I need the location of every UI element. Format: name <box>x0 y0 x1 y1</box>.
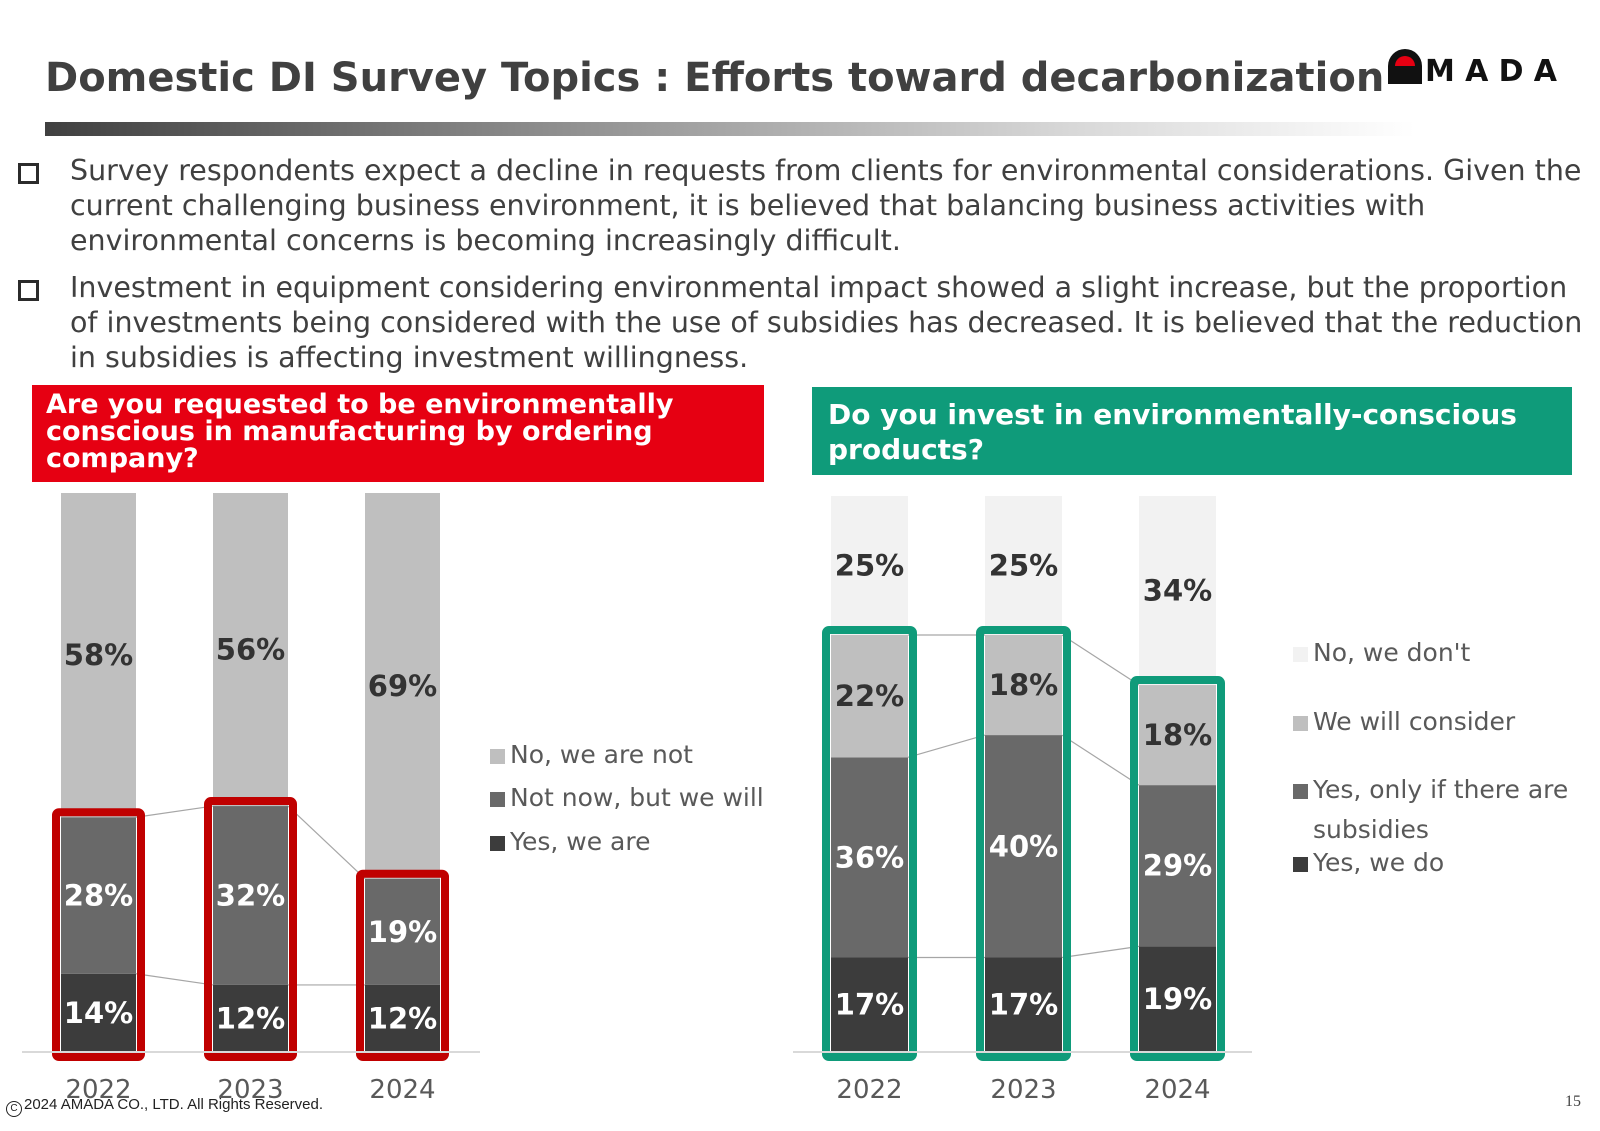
data-label: 18% <box>989 668 1058 702</box>
page-number: 15 <box>1565 1093 1581 1110</box>
bar-segment <box>985 496 1062 635</box>
bar-segment <box>1139 946 1216 1052</box>
data-label: 36% <box>835 840 904 874</box>
series-connector-line <box>135 973 214 986</box>
series-connector-line <box>287 805 366 880</box>
legend-swatch <box>1293 647 1308 662</box>
highlight-box <box>52 808 145 1061</box>
legend-swatch <box>1293 784 1308 799</box>
bar-segment <box>1139 785 1216 947</box>
data-label: 28% <box>64 878 133 912</box>
highlight-box <box>1130 676 1225 1061</box>
bullet-square-icon <box>18 280 39 301</box>
bar-segment <box>61 973 136 1052</box>
highlight-box <box>356 869 449 1062</box>
legend-label: Not now, but we will <box>510 783 764 812</box>
data-label: 32% <box>216 878 285 912</box>
data-label: 69% <box>368 669 437 703</box>
legend-label: Yes, we are <box>509 827 650 856</box>
bar-segment <box>213 493 288 807</box>
data-label: 12% <box>368 1001 437 1035</box>
bar-segment <box>985 635 1062 736</box>
legend-swatch <box>1293 857 1308 872</box>
data-label: 18% <box>1143 718 1212 752</box>
data-label: 12% <box>216 1001 285 1035</box>
bar-segment <box>61 817 136 974</box>
data-label: 25% <box>989 549 1058 583</box>
legend-label: No, we don't <box>1313 638 1471 667</box>
data-label: 14% <box>64 996 133 1030</box>
bullet-text: Investment in equipment considering envi… <box>70 271 1583 374</box>
legend-label: No, we are not <box>510 740 693 769</box>
x-tick-label: 2023 <box>217 1075 283 1105</box>
x-tick-label: 2022 <box>836 1075 902 1105</box>
bar-segment <box>831 957 908 1052</box>
series-connector-line <box>135 805 214 818</box>
bar-segment <box>365 493 440 879</box>
data-label: 17% <box>989 988 1058 1022</box>
bar-segment <box>61 493 136 818</box>
legend-swatch <box>1293 716 1308 731</box>
data-label: 19% <box>368 915 437 949</box>
data-label: 25% <box>835 549 904 583</box>
data-label: 19% <box>1143 982 1212 1016</box>
series-connector-line <box>1061 634 1140 686</box>
bar-segment <box>1139 496 1216 686</box>
bar-segment <box>365 878 440 985</box>
title-underline-bar <box>45 122 1415 136</box>
bar-segment <box>831 757 908 958</box>
bar-segment <box>1139 685 1216 786</box>
question-2-header: Do you invest in environmentally-conscio… <box>812 387 1572 475</box>
highlight-box <box>822 626 917 1061</box>
series-connector-line <box>1061 734 1140 786</box>
data-label: 29% <box>1143 849 1212 883</box>
bar-segment <box>985 957 1062 1052</box>
bar-segment <box>213 984 288 1052</box>
legend-label: We will consider <box>1313 707 1516 736</box>
legend-swatch <box>490 749 505 764</box>
bar-segment <box>213 806 288 985</box>
data-label: 40% <box>989 829 1058 863</box>
data-label: 58% <box>64 638 133 672</box>
bullet-text: Survey respondents expect a decline in r… <box>70 154 1582 257</box>
bar-segment <box>831 635 908 758</box>
legend-label: Yes, we do <box>1312 848 1444 877</box>
legend-swatch <box>490 792 505 807</box>
question-1-header: Are you requested to be environmentally … <box>32 385 764 482</box>
legend-label: Yes, only if there are subsidies <box>1312 775 1568 844</box>
data-label: 56% <box>216 633 285 667</box>
highlight-box <box>976 626 1071 1061</box>
data-label: 34% <box>1143 574 1212 608</box>
copyright-footer: C 2024 AMADA CO., LTD. All Rights Reserve… <box>6 1096 323 1117</box>
copyright-text: 2024 AMADA CO., LTD. All Rights Reserved… <box>24 1096 324 1113</box>
series-connector-line <box>907 734 986 758</box>
x-tick-label: 2023 <box>990 1075 1056 1105</box>
bullet-square-icon <box>18 163 39 184</box>
bar-segment <box>985 735 1062 958</box>
bar-segment <box>831 496 908 635</box>
x-tick-label: 2024 <box>1144 1075 1210 1105</box>
x-tick-label: 2022 <box>65 1075 131 1105</box>
copyright-icon: C <box>6 1101 22 1117</box>
series-connector-line <box>1061 945 1140 959</box>
x-tick-label: 2024 <box>369 1075 435 1105</box>
highlight-box <box>204 797 297 1061</box>
data-label: 17% <box>835 988 904 1022</box>
page-title: Domestic DI Survey Topics : Efforts towa… <box>45 55 1385 101</box>
data-label: 22% <box>835 679 904 713</box>
legend-swatch <box>490 836 505 851</box>
bar-segment <box>365 984 440 1052</box>
amada-logo: MADA <box>1388 49 1558 89</box>
